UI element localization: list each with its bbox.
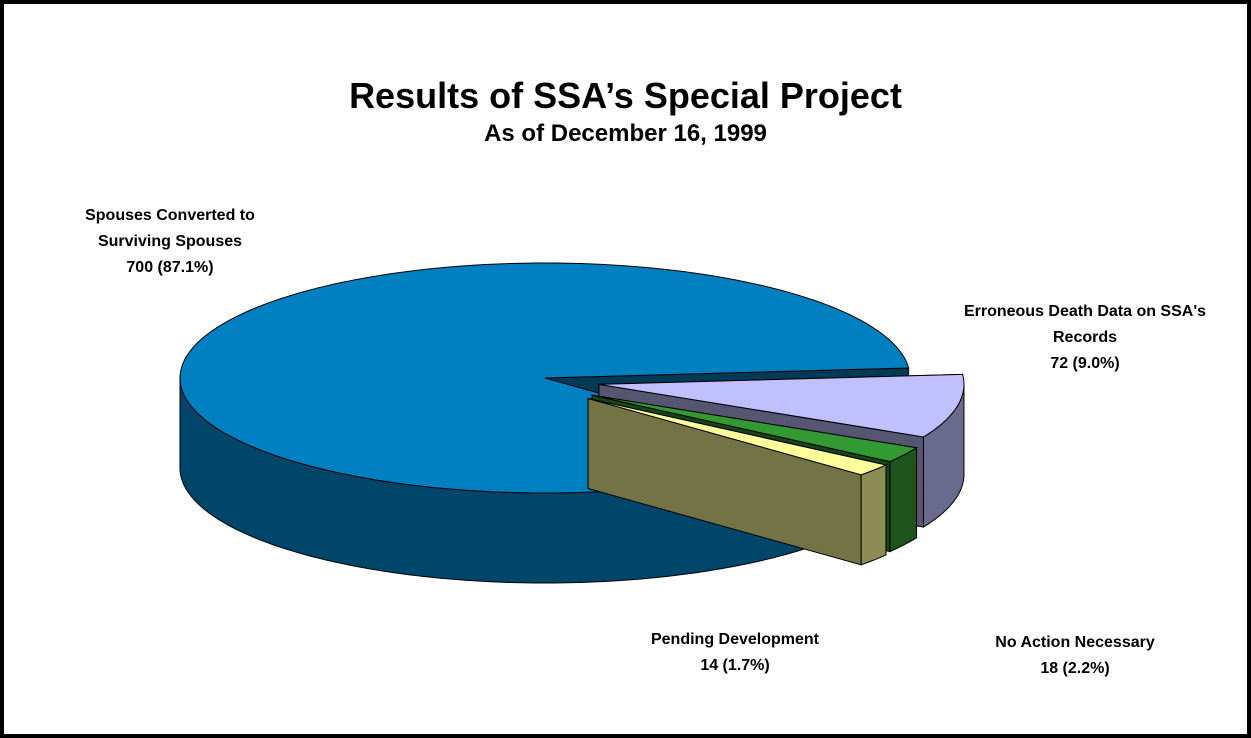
chart-subtitle: As of December 16, 1999 [484, 120, 767, 147]
chart-title: Results of SSA’s Special Project [349, 75, 902, 116]
category-label: Pending Development [650, 631, 820, 648]
category-label: Erroneous Death Data on SSA's Records [963, 303, 1207, 346]
value-label: 72 (9.0%) [1050, 355, 1120, 372]
category-label: No Action Necessary [995, 634, 1155, 651]
slice-wall [889, 446, 918, 553]
category-label: Spouses Converted to Surviving Spouses [85, 207, 255, 250]
value-label: 700 (87.1%) [126, 259, 214, 276]
slice-top [587, 398, 888, 476]
value-label: 14 (1.7%) [700, 657, 770, 674]
slice-label: Spouses Converted to Surviving Spouses 70… [50, 203, 290, 281]
slice-wall [860, 464, 887, 566]
slice-label: No Action Necessary 18 (2.2%) [960, 630, 1190, 682]
slice-label: Pending Development 14 (1.7%) [620, 627, 850, 679]
slice-top [598, 373, 965, 438]
slice-top [591, 394, 918, 463]
value-label: 18 (2.2%) [1040, 660, 1110, 677]
slice-label: Erroneous Death Data on SSA's Records 72 … [955, 299, 1215, 377]
